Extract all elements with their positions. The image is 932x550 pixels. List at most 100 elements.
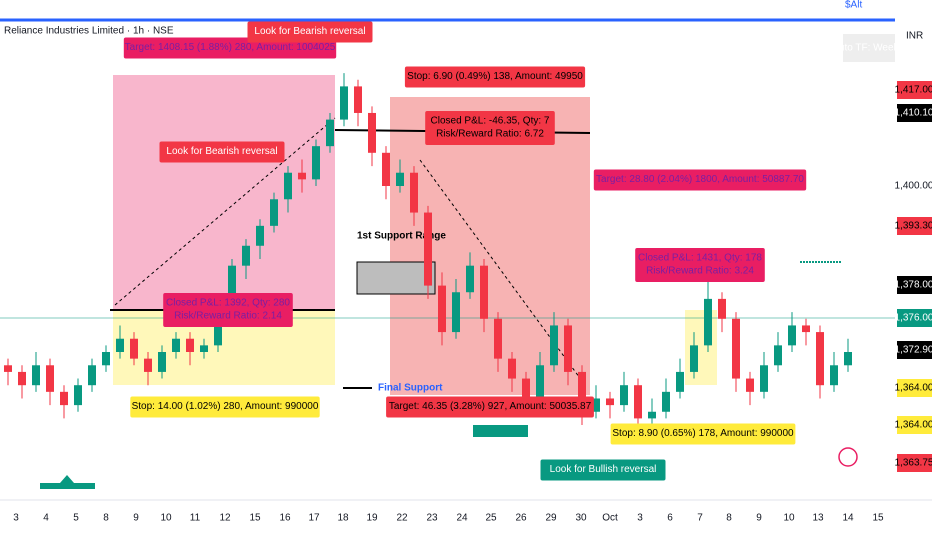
annotation-text: Target: 46.35 (3.28%) 927, Amount: 50035… xyxy=(389,401,592,412)
price-label: 1,378.00 xyxy=(895,280,932,291)
candle-body xyxy=(536,365,544,399)
annotation-text: Closed P&L: 1392, Qty: 280 xyxy=(166,298,290,309)
date-label: 14 xyxy=(842,513,854,524)
candle-body xyxy=(214,312,222,346)
annotation-text: Look for Bearish reversal xyxy=(166,146,277,157)
candle-body xyxy=(816,332,824,386)
candle-body xyxy=(662,391,670,412)
candle-body xyxy=(732,318,740,379)
annotation-box xyxy=(247,21,373,43)
annotation-text: Risk/Reward Ratio: 3.24 xyxy=(646,266,754,277)
price-label-box xyxy=(897,81,932,99)
date-label: 18 xyxy=(337,513,349,524)
date-label: 25 xyxy=(485,513,497,524)
candle-body xyxy=(60,391,68,406)
candle-body xyxy=(4,365,12,372)
price-label-box xyxy=(897,217,932,235)
price-label: 1,400.00 xyxy=(895,181,932,192)
date-label: 26 xyxy=(515,513,527,524)
candle-body xyxy=(186,338,194,352)
annotation-text: Look for Bullish reversal xyxy=(550,464,657,475)
date-label: 19 xyxy=(366,513,378,524)
candle-body xyxy=(830,365,838,386)
candle-body xyxy=(788,325,796,346)
candle-body xyxy=(228,265,236,313)
candle-body xyxy=(172,338,180,352)
annotation-text: Target: 1408.15 (1.88%) 280, Amount: 100… xyxy=(125,42,336,53)
candle-body xyxy=(452,292,460,333)
candle-body xyxy=(508,358,516,379)
date-label: 3 xyxy=(637,513,643,524)
trend-line xyxy=(114,117,336,306)
marker xyxy=(40,475,95,489)
annotation-box xyxy=(540,459,666,481)
price-label: 1,364.00 xyxy=(895,383,932,394)
date-label: 30 xyxy=(575,513,587,524)
date-label: 16 xyxy=(279,513,291,524)
price-label-box xyxy=(897,341,932,359)
date-label: 12 xyxy=(219,513,231,524)
annotation-text: Risk/Reward Ratio: 2.14 xyxy=(174,311,282,322)
candle-body xyxy=(494,318,502,359)
date-label: 5 xyxy=(73,513,79,524)
candle-body xyxy=(550,325,558,366)
date-label: 24 xyxy=(456,513,468,524)
candle-body xyxy=(774,345,782,366)
candle-body xyxy=(74,385,82,406)
date-label: 10 xyxy=(783,513,795,524)
candle-body xyxy=(102,352,110,366)
annotation-text: Stop: 14.00 (1.02%) 280, Amount: 990000 xyxy=(132,401,319,412)
date-label: 8 xyxy=(103,513,109,524)
price-label-box xyxy=(897,379,932,397)
date-label: 13 xyxy=(812,513,824,524)
date-label: 22 xyxy=(396,513,408,524)
date-label: 6 xyxy=(667,513,673,524)
price-label-box xyxy=(897,276,932,294)
date-label: 11 xyxy=(190,513,201,524)
candle-body xyxy=(382,152,390,186)
candle-body xyxy=(704,298,712,346)
candle-body xyxy=(648,411,656,419)
flash-icon[interactable] xyxy=(838,447,858,467)
date-label: 3 xyxy=(13,513,19,524)
support-range xyxy=(356,261,436,295)
candle-body xyxy=(32,365,40,386)
candle-body xyxy=(620,385,628,406)
annotation-box xyxy=(404,66,586,88)
candle-body xyxy=(718,298,726,319)
candle-body xyxy=(256,225,264,246)
candle-body xyxy=(18,371,26,386)
candle-body xyxy=(326,119,334,147)
support-label: Final Support xyxy=(378,383,443,394)
candle-body xyxy=(144,358,152,372)
annotation-text: Target: 28.80 (2.04%) 1800, Amount: 5088… xyxy=(596,174,804,185)
price-label-box xyxy=(897,309,932,327)
price-label: 1,393.30 xyxy=(895,221,932,232)
candle-body xyxy=(564,325,572,372)
corner-label: $Alt xyxy=(845,0,862,11)
candle-body xyxy=(354,86,362,113)
annotation-box xyxy=(159,141,285,163)
candle-body xyxy=(578,371,586,412)
candle-body xyxy=(480,265,488,319)
date-label: 23 xyxy=(426,513,438,524)
marker xyxy=(473,425,528,437)
annotation-text: Stop: 6.90 (0.49%) 138, Amount: 49950 xyxy=(407,71,583,82)
price-label: 1,417.00 xyxy=(895,85,932,96)
date-label: 4 xyxy=(43,513,49,524)
target-zone xyxy=(113,75,335,310)
date-label: 29 xyxy=(545,513,557,524)
candle-body xyxy=(410,172,418,213)
annotation-box xyxy=(163,293,293,327)
annotation-box xyxy=(123,37,337,59)
date-label: 9 xyxy=(133,513,139,524)
candle-body xyxy=(200,345,208,352)
auto-tf-box xyxy=(843,34,895,62)
candle-body xyxy=(130,338,138,359)
date-label: 7 xyxy=(697,513,703,524)
price-label-box xyxy=(897,104,932,122)
annotation-text: Closed P&L: 1431, Qty: 178 xyxy=(638,253,762,264)
trend-line xyxy=(419,159,586,386)
price-label-box xyxy=(897,416,932,434)
currency[interactable]: INR xyxy=(906,31,923,42)
